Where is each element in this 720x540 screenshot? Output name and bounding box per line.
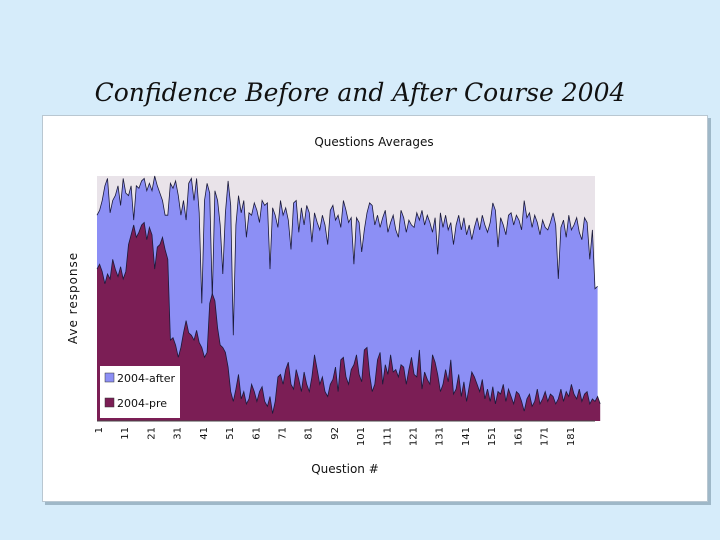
x-axis-label: Question # bbox=[311, 462, 379, 476]
legend-swatch bbox=[104, 397, 115, 408]
x-tick-label: 71 bbox=[278, 427, 289, 440]
area-chart: Questions Averages Ave response Question… bbox=[66, 135, 601, 476]
x-tick-label: 121 bbox=[409, 427, 420, 446]
x-tick-label: 11 bbox=[120, 427, 131, 440]
x-axis-ticks: 1 11 21 31 41 51 61 71 81 92 101 111 121 131 141 151 161… bbox=[94, 420, 595, 446]
x-tick-label: 141 bbox=[461, 427, 472, 446]
x-tick-label: 92 bbox=[330, 427, 341, 440]
x-tick-label: 161 bbox=[513, 427, 524, 446]
x-tick-label: 171 bbox=[540, 427, 551, 446]
x-tick-label: 101 bbox=[356, 427, 367, 446]
chart-frame: Questions Averages Ave response Question… bbox=[42, 115, 708, 502]
legend-label: 2004-pre bbox=[117, 397, 167, 410]
x-tick-label: 41 bbox=[199, 427, 210, 440]
x-tick-label: 21 bbox=[146, 427, 157, 440]
legend-label: 2004-after bbox=[117, 372, 175, 385]
x-tick-label: 61 bbox=[251, 427, 262, 440]
x-tick-label: 1 bbox=[94, 427, 105, 433]
x-tick-label: 181 bbox=[566, 427, 577, 446]
y-axis-label: Ave response bbox=[66, 252, 80, 344]
series-area-2004-pre bbox=[97, 222, 601, 421]
x-tick-label: 111 bbox=[382, 427, 393, 446]
legend-swatch bbox=[104, 372, 115, 383]
x-tick-label: 151 bbox=[487, 427, 498, 446]
slide-title: Confidence Before and After Course 2004 bbox=[94, 78, 626, 107]
series-line-2004-pre bbox=[96, 221, 601, 414]
series-line-2004-after bbox=[96, 175, 598, 336]
x-tick-label: 31 bbox=[173, 427, 184, 440]
x-tick-label: 51 bbox=[225, 427, 236, 440]
chart-title: Questions Averages bbox=[314, 135, 433, 149]
x-tick-label: 81 bbox=[304, 427, 315, 440]
x-tick-label: 131 bbox=[435, 427, 446, 446]
legend: 2004-after 2004-pre bbox=[100, 366, 180, 418]
